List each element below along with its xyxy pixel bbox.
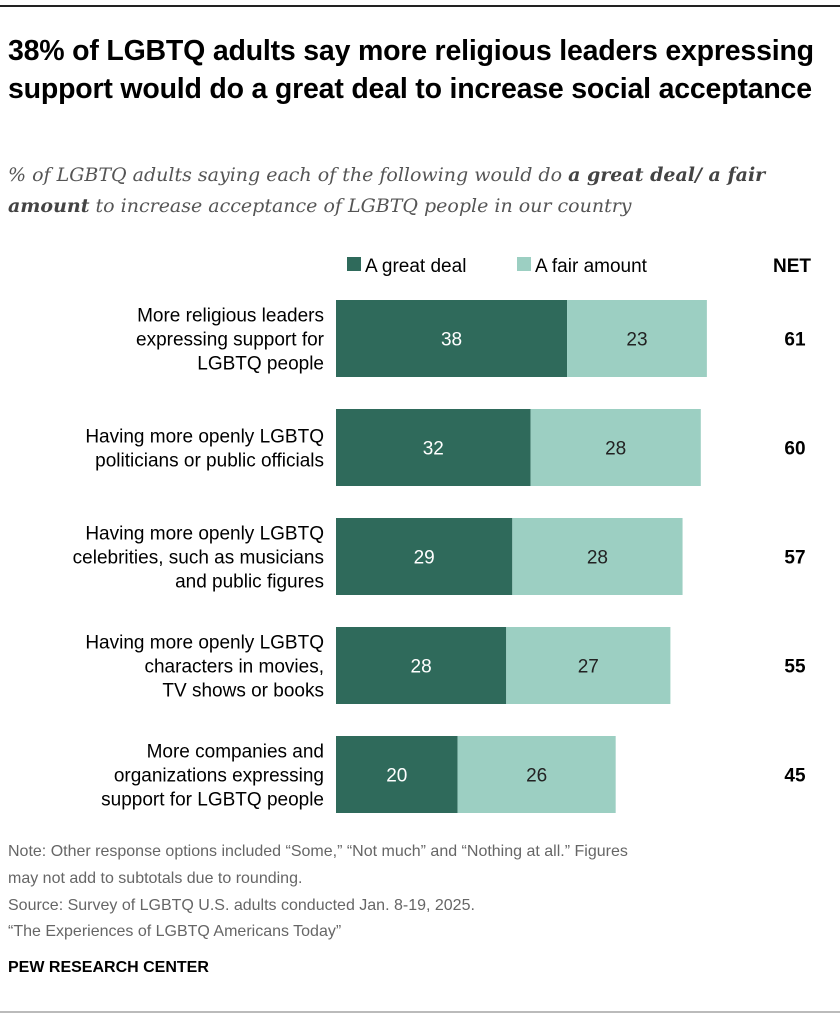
legend-label-great-deal: A great deal <box>365 256 466 277</box>
category-label: characters in movies, <box>144 657 324 678</box>
bar-value-label: 23 <box>626 330 647 351</box>
legend-swatch-great-deal <box>347 257 361 271</box>
category-label: Having more openly LGBTQ <box>85 427 324 448</box>
category-label: organizations expressing <box>114 766 324 787</box>
bar-fair-amount <box>457 736 616 813</box>
chart-title: 38% of LGBTQ adults say more religious l… <box>8 35 814 105</box>
bar-great-deal <box>336 518 513 595</box>
chart-subtitle: % of LGBTQ adults saying each of the fol… <box>8 160 828 222</box>
net-value: 45 <box>784 766 806 787</box>
note-2: may not add to subtotals due to rounding… <box>8 870 303 887</box>
source: Source: Survey of LGBTQ U.S. adults cond… <box>8 897 475 914</box>
note-1: Note: Other response options included “S… <box>8 843 628 860</box>
bar-value-label: 28 <box>587 548 608 569</box>
bar-great-deal <box>336 409 531 486</box>
bar-fair-amount <box>567 300 707 377</box>
bar-great-deal <box>336 627 507 704</box>
subtitle-bold: a great deal/ a fair amount <box>8 164 766 217</box>
bar-value-label: 28 <box>605 439 626 460</box>
top-rule <box>0 5 840 7</box>
category-label: politicians or public officials <box>95 451 324 472</box>
subtitle-text-end: to increase acceptance of LGBTQ people i… <box>89 195 632 217</box>
bottom-rule <box>0 1011 840 1013</box>
category-label: More companies and <box>147 742 324 763</box>
bar-value-label: 28 <box>411 657 432 678</box>
category-label: and public figures <box>175 572 324 593</box>
bar-value-label: 20 <box>386 766 407 787</box>
category-label: More religious leaders <box>137 306 324 327</box>
bar-value-label: 32 <box>423 439 444 460</box>
bar-value-label: 26 <box>526 766 547 787</box>
bar-fair-amount <box>506 627 671 704</box>
bar-value-label: 27 <box>578 657 599 678</box>
net-value: 55 <box>784 657 806 678</box>
category-label: LGBTQ people <box>197 354 324 375</box>
bar-great-deal <box>336 300 568 377</box>
bar-value-label: 29 <box>414 548 435 569</box>
subtitle-text: % of LGBTQ adults saying each of the fol… <box>8 164 569 186</box>
bar-great-deal <box>336 736 458 813</box>
category-label: expressing support for <box>136 330 325 351</box>
category-label: Having more openly LGBTQ <box>85 633 324 654</box>
category-label: support for LGBTQ people <box>101 790 324 811</box>
bar-fair-amount <box>530 409 701 486</box>
category-label: TV shows or books <box>162 681 324 702</box>
report-title: “The Experiences of LGBTQ Americans Toda… <box>8 923 342 940</box>
net-value: 60 <box>784 439 805 460</box>
bar-value-label: 38 <box>441 330 462 351</box>
net-value: 61 <box>784 330 806 351</box>
pew-logo-text: PEW RESEARCH CENTER <box>8 959 209 976</box>
legend-label-fair-amount: A fair amount <box>535 256 648 277</box>
net-header: NET <box>773 256 811 277</box>
category-label: celebrities, such as musicians <box>73 548 324 569</box>
net-value: 57 <box>784 548 805 569</box>
category-label: Having more openly LGBTQ <box>85 524 324 545</box>
bar-fair-amount <box>512 518 683 595</box>
legend-swatch-fair-amount <box>517 257 531 271</box>
